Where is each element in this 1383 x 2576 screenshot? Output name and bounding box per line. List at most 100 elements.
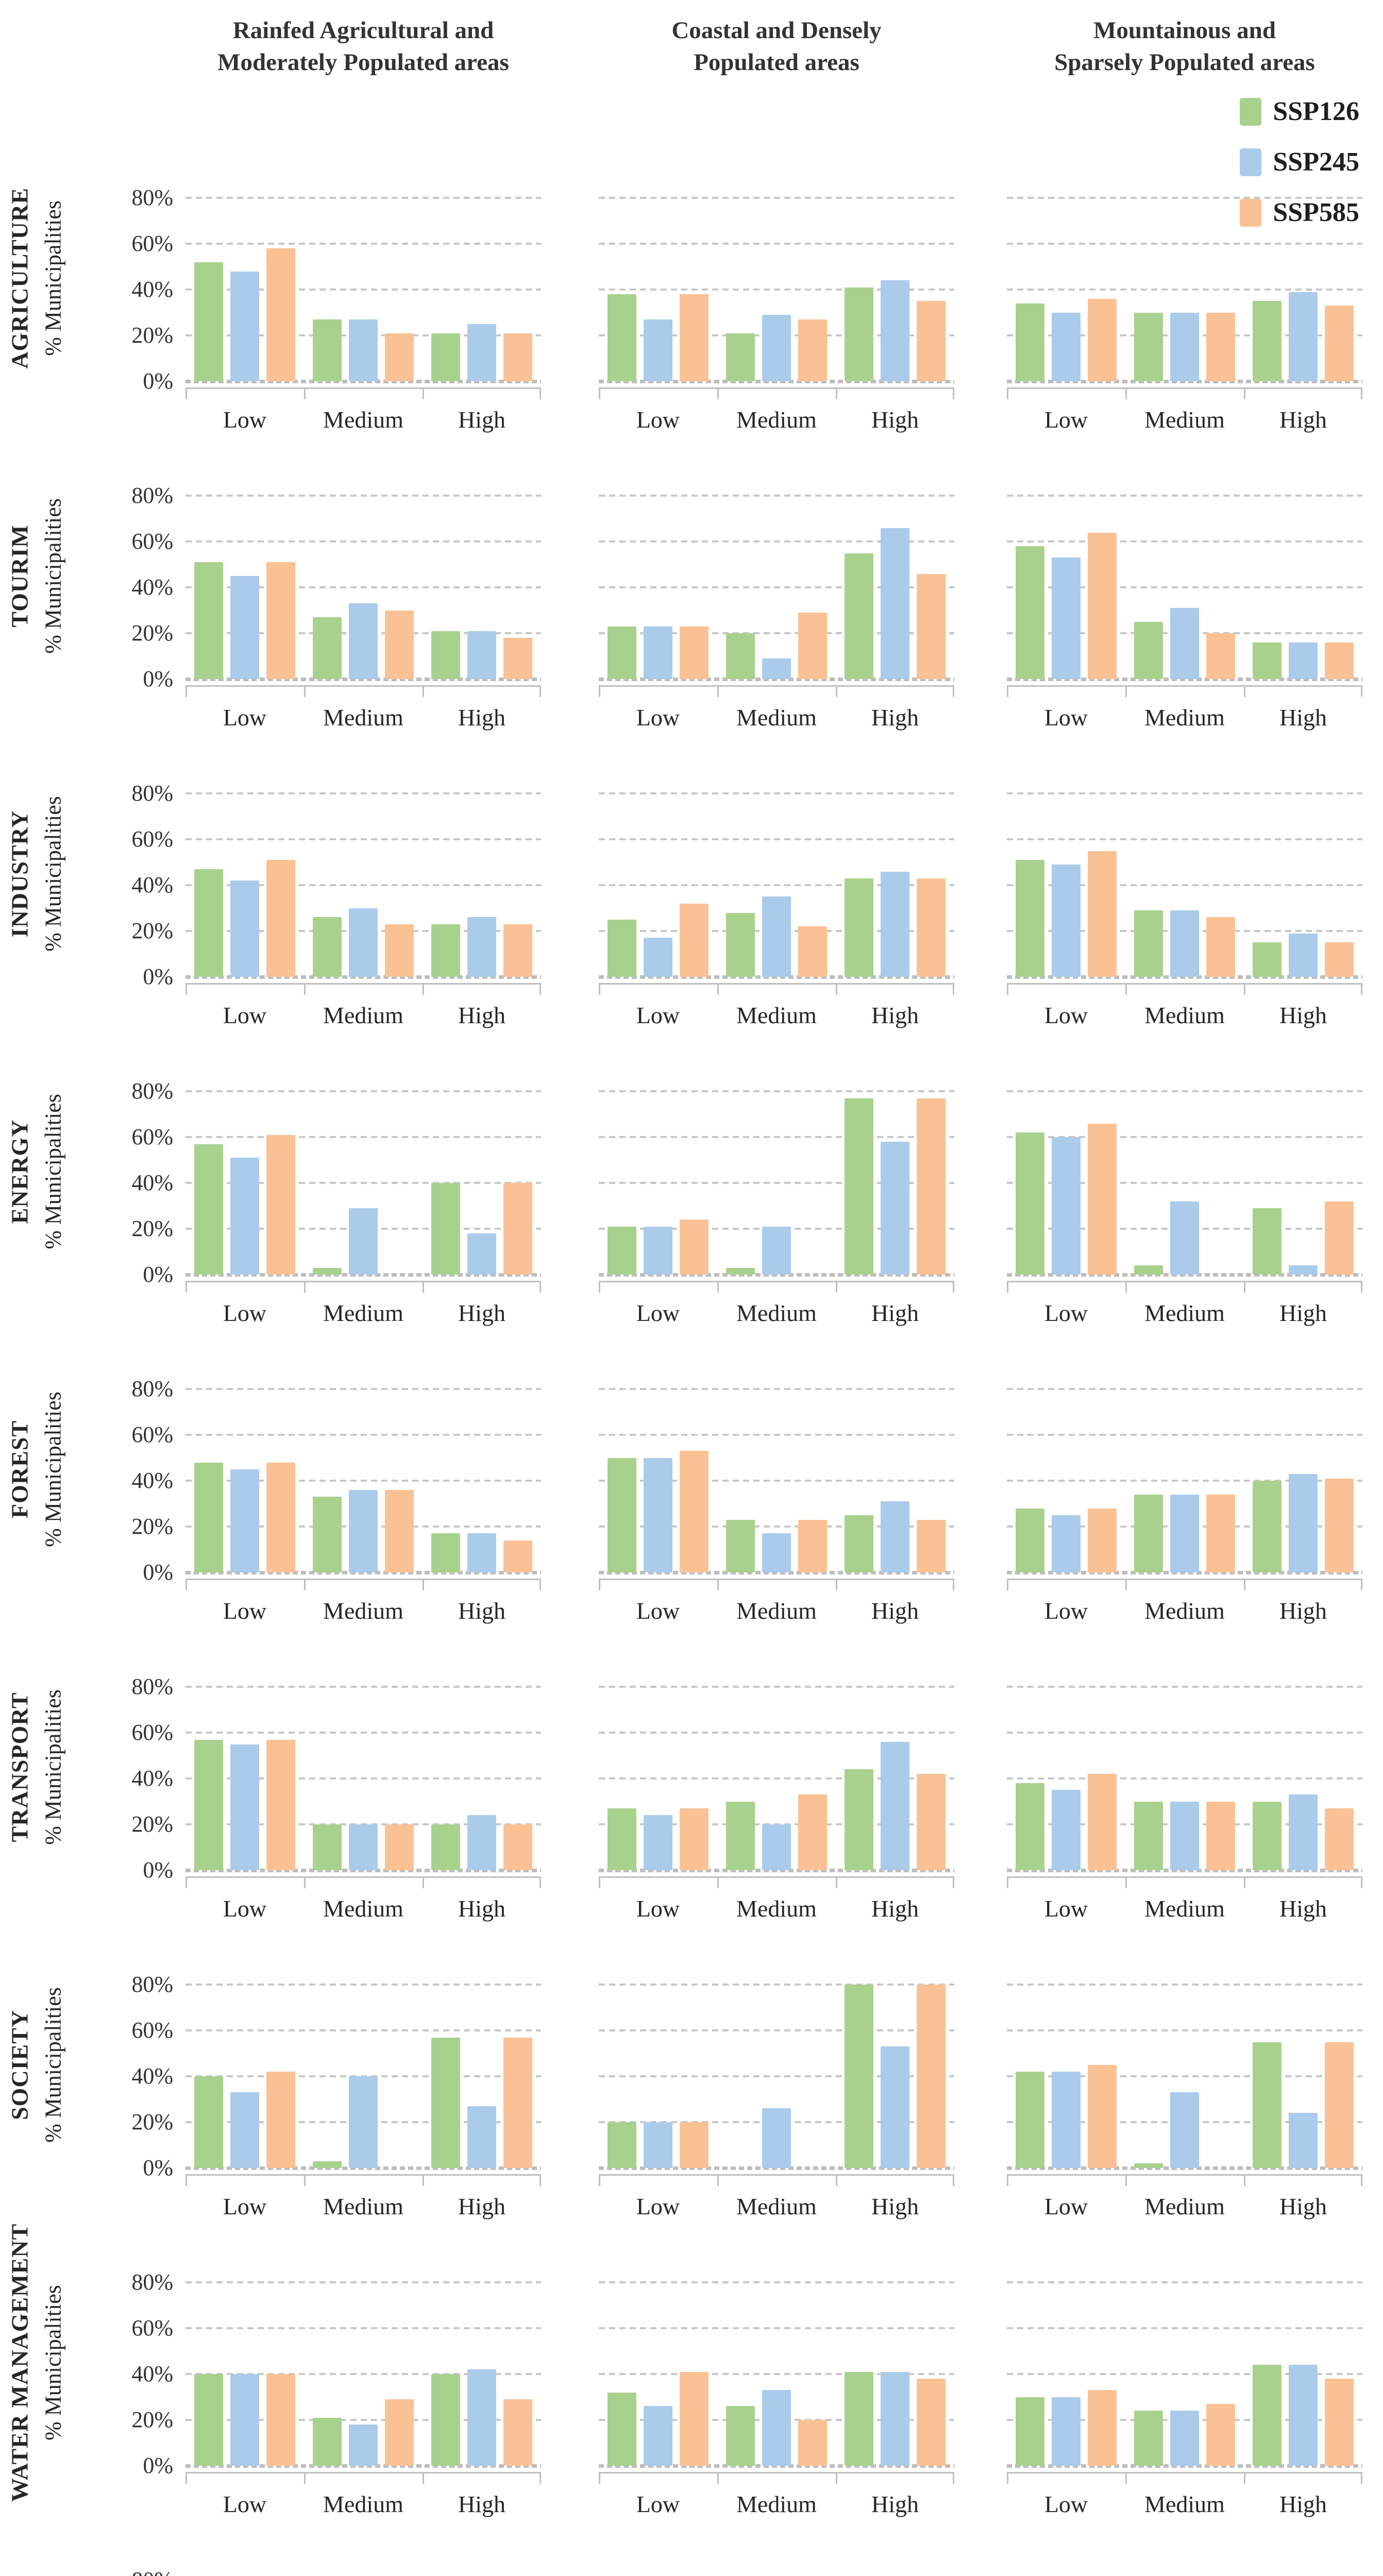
bar-ssp245-low <box>230 1469 259 1572</box>
gridline-80 <box>185 2281 541 2284</box>
bar-ssp585-low <box>266 1134 295 1275</box>
chart-panel-transport-coastal: Low Medium High <box>599 1643 954 1941</box>
x-axis-tick <box>717 389 719 399</box>
x-tick-label-low: Low <box>1044 1895 1088 1922</box>
bar-ssp126-low <box>608 1226 636 1275</box>
legend-swatch-ssp126 <box>1240 98 1262 126</box>
legend-label: SSP245 <box>1273 147 1359 177</box>
x-axis-tick <box>953 2176 954 2186</box>
y-tick-label: 0% <box>143 2453 173 2478</box>
bar-ssp245-low <box>644 626 672 679</box>
bar-ssp585-high <box>1325 306 1354 381</box>
row-sector-label: TOURIM <box>6 524 33 628</box>
x-axis-rail <box>185 1876 541 1888</box>
bar-ssp126-high <box>845 878 873 977</box>
chart-row-industry: INDUSTRY % Municipalities 80% 60% 40% 20% 0% Lo… <box>0 750 1383 1048</box>
x-tick-label-high: High <box>871 1598 919 1624</box>
x-axis-rail <box>1007 387 1362 399</box>
chart-panel-forest-mountainous: Low Medium High <box>1007 1346 1362 1643</box>
gridline-60 <box>599 1136 954 1139</box>
y-tick-label: 60% <box>131 231 173 257</box>
bar-ssp126-high <box>1253 1481 1281 1572</box>
y-tick-label: 0% <box>143 1560 173 1585</box>
plot-area <box>599 1069 954 1277</box>
plot-area <box>1007 2260 1362 2468</box>
x-axis-rail <box>185 2472 541 2484</box>
x-tick-labels: Low Medium High <box>599 1299 954 1327</box>
bar-ssp585-low <box>1088 299 1117 381</box>
gridline-40 <box>599 1480 954 1482</box>
bar-ssp585-high <box>503 638 532 679</box>
y-tick-column: 80% 60% 40% 20% 0% <box>67 155 185 452</box>
row-label-column: SOCIETY % Municipalities <box>0 1941 67 2239</box>
x-axis-tick <box>1361 1580 1362 1590</box>
bar-ssp126-medium <box>313 1824 342 1870</box>
bar-ssp585-high <box>917 1519 946 1572</box>
gridline-80 <box>599 2281 954 2284</box>
x-axis-tick <box>185 2473 187 2484</box>
column-gap <box>541 2537 599 2576</box>
bar-ssp126-low <box>194 562 223 679</box>
bar-ssp245-medium <box>349 1490 378 1572</box>
x-tick-label-medium: Medium <box>1144 2491 1225 2517</box>
x-tick-labels: Low Medium High <box>185 2193 541 2220</box>
x-axis-tick <box>1007 389 1008 399</box>
x-tick-label-medium: Medium <box>1144 1598 1225 1624</box>
bar-ssp245-medium <box>349 1208 378 1275</box>
bar-ssp585-high <box>917 301 946 381</box>
bar-ssp126-high <box>431 333 460 381</box>
bar-ssp245-medium <box>1170 1201 1199 1275</box>
x-axis-rail <box>1007 685 1362 697</box>
y-axis-title: % Municipalities <box>40 796 66 952</box>
x-tick-labels: Low Medium High <box>599 1895 954 1922</box>
y-axis-title: % Municipalities <box>40 2285 66 2441</box>
x-axis-tick <box>1361 389 1362 399</box>
y-tick-label: 80% <box>131 185 173 211</box>
bar-ssp245-low <box>1052 865 1081 977</box>
bar-ssp585-high <box>917 1098 946 1275</box>
column-gap <box>954 1346 1007 1643</box>
bar-ssp245-high <box>467 2106 496 2168</box>
bar-ssp126-high <box>845 1098 873 1275</box>
gridline-40 <box>185 289 541 291</box>
bar-ssp126-medium <box>1134 1265 1163 1275</box>
x-axis-baseline <box>599 380 954 383</box>
x-tick-label-low: Low <box>1044 2491 1088 2517</box>
plot-area <box>599 175 954 383</box>
gridline-80 <box>185 1984 541 1986</box>
plot-area <box>599 473 954 681</box>
bar-ssp126-medium <box>726 633 755 679</box>
bar-ssp245-high <box>1289 2113 1318 2168</box>
x-tick-labels: Low Medium High <box>599 2193 954 2220</box>
x-tick-label-medium: Medium <box>1144 704 1225 731</box>
x-tick-label-low: Low <box>223 406 267 433</box>
bar-ssp245-low <box>644 1226 672 1275</box>
y-tick-label: 60% <box>131 529 173 554</box>
bar-ssp585-medium <box>1206 312 1235 381</box>
bar-ssp585-high <box>503 333 532 381</box>
bar-ssp126-low <box>1016 546 1044 679</box>
x-axis-baseline <box>185 1571 541 1574</box>
bar-ssp585-low <box>266 562 295 679</box>
x-tick-label-high: High <box>1279 1300 1327 1326</box>
bar-ssp585-high <box>503 1183 532 1275</box>
bar-ssp126-high <box>431 924 460 977</box>
bar-ssp126-medium <box>1134 312 1163 381</box>
y-tick-label: 80% <box>131 483 173 509</box>
plot-area <box>185 2260 541 2468</box>
x-tick-label-high: High <box>1279 1598 1327 1624</box>
bar-ssp245-medium <box>349 2076 378 2168</box>
x-axis-baseline <box>599 677 954 681</box>
x-tick-label-low: Low <box>223 2193 267 2219</box>
x-tick-label-low: Low <box>1044 1598 1088 1624</box>
bar-ssp245-medium <box>762 315 791 381</box>
gridline-20 <box>599 1526 954 1528</box>
x-tick-label-high: High <box>1279 2193 1327 2219</box>
bar-ssp126-high <box>1253 642 1281 679</box>
bar-ssp585-low <box>266 2374 295 2466</box>
bar-ssp585-medium <box>798 1519 827 1572</box>
column-gap <box>954 1941 1007 2239</box>
x-tick-label-high: High <box>871 2491 919 2517</box>
gridline-60 <box>599 2029 954 2032</box>
